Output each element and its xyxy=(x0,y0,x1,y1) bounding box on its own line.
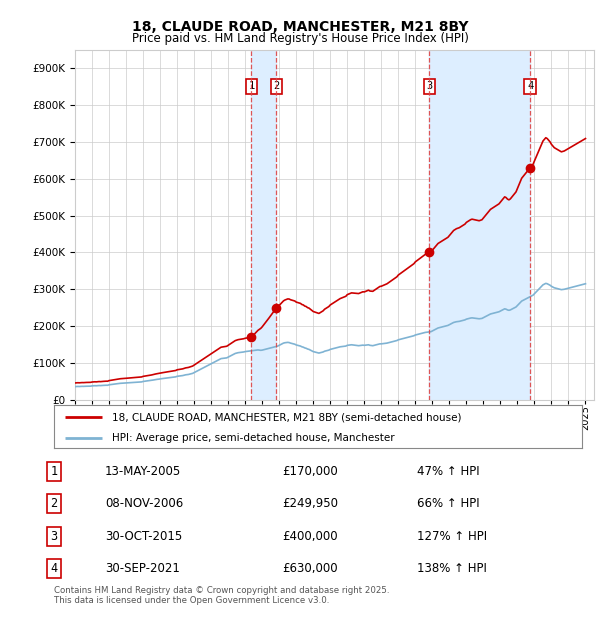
Text: 13-MAY-2005: 13-MAY-2005 xyxy=(105,465,181,478)
Text: Contains HM Land Registry data © Crown copyright and database right 2025.
This d: Contains HM Land Registry data © Crown c… xyxy=(54,586,389,605)
Text: 4: 4 xyxy=(527,81,533,92)
Text: 4: 4 xyxy=(50,562,58,575)
Text: 18, CLAUDE ROAD, MANCHESTER, M21 8BY: 18, CLAUDE ROAD, MANCHESTER, M21 8BY xyxy=(132,20,468,34)
Text: 30-OCT-2015: 30-OCT-2015 xyxy=(105,529,182,542)
Text: 3: 3 xyxy=(50,529,58,542)
Text: Price paid vs. HM Land Registry's House Price Index (HPI): Price paid vs. HM Land Registry's House … xyxy=(131,32,469,45)
Text: 1: 1 xyxy=(50,465,58,478)
Text: 18, CLAUDE ROAD, MANCHESTER, M21 8BY (semi-detached house): 18, CLAUDE ROAD, MANCHESTER, M21 8BY (se… xyxy=(112,412,461,422)
Text: 127% ↑ HPI: 127% ↑ HPI xyxy=(417,529,487,542)
Text: 47% ↑ HPI: 47% ↑ HPI xyxy=(417,465,479,478)
Text: £170,000: £170,000 xyxy=(282,465,338,478)
Text: 66% ↑ HPI: 66% ↑ HPI xyxy=(417,497,479,510)
Text: £630,000: £630,000 xyxy=(282,562,338,575)
Text: 08-NOV-2006: 08-NOV-2006 xyxy=(105,497,183,510)
Text: £249,950: £249,950 xyxy=(282,497,338,510)
Text: HPI: Average price, semi-detached house, Manchester: HPI: Average price, semi-detached house,… xyxy=(112,433,395,443)
Text: 2: 2 xyxy=(274,81,280,92)
Text: 1: 1 xyxy=(248,81,254,92)
Bar xyxy=(251,50,277,400)
Text: 3: 3 xyxy=(427,81,433,92)
Text: 30-SEP-2021: 30-SEP-2021 xyxy=(105,562,180,575)
Text: 2: 2 xyxy=(50,497,58,510)
Bar xyxy=(430,50,530,400)
Text: £400,000: £400,000 xyxy=(282,529,338,542)
Text: 138% ↑ HPI: 138% ↑ HPI xyxy=(417,562,487,575)
